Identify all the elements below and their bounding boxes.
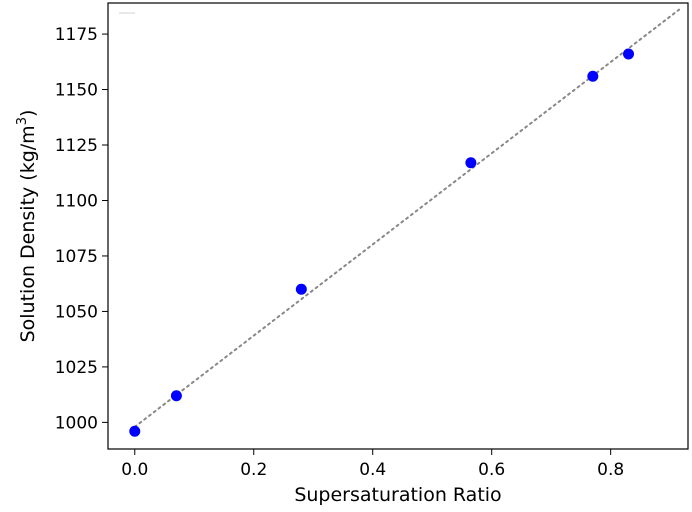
y-tick-label: 1150 (55, 81, 98, 101)
y-axis-ticks: 1000 1025 1050 1075 1100 1125 1150 1175 (55, 25, 108, 433)
y-tick-label: 1100 (55, 191, 98, 211)
x-tick-label: 0.2 (240, 460, 267, 480)
data-point (170, 390, 182, 402)
y-tick-label: 1075 (55, 247, 98, 267)
y-tick-label: 1000 (55, 413, 98, 433)
x-tick-label: 0.6 (478, 460, 505, 480)
y-axis-label-superscript: 3 (15, 117, 30, 125)
data-point (295, 283, 307, 295)
x-axis-label: Supersaturation Ratio (294, 484, 501, 506)
data-points (129, 48, 635, 437)
y-tick-label: 1175 (55, 25, 98, 45)
data-point (129, 425, 141, 437)
data-point (465, 157, 477, 169)
data-point (587, 70, 599, 82)
y-axis-label: Solution Density (kg/m3) (15, 110, 39, 343)
plot-frame (107, 2, 689, 450)
x-tick-label: 0.4 (359, 460, 386, 480)
y-tick-label: 1050 (55, 302, 98, 322)
x-tick-label: 0.8 (597, 460, 624, 480)
y-tick-label: 1125 (55, 136, 98, 156)
fit-line-layer (133, 8, 681, 428)
y-axis-label-base: Solution Density (kg/m (17, 125, 39, 342)
x-axis-ticks: 0.0 0.2 0.4 0.6 0.8 (121, 449, 624, 480)
y-tick-label: 1025 (55, 358, 98, 378)
y-axis-label-close: ) (17, 110, 39, 117)
data-point (623, 48, 635, 60)
x-tick-label: 0.0 (121, 460, 148, 480)
fit-line (133, 8, 681, 428)
